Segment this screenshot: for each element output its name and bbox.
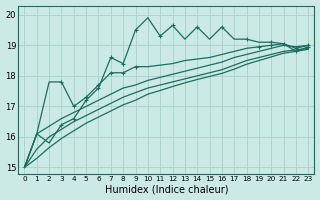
X-axis label: Humidex (Indice chaleur): Humidex (Indice chaleur) [105, 184, 228, 194]
